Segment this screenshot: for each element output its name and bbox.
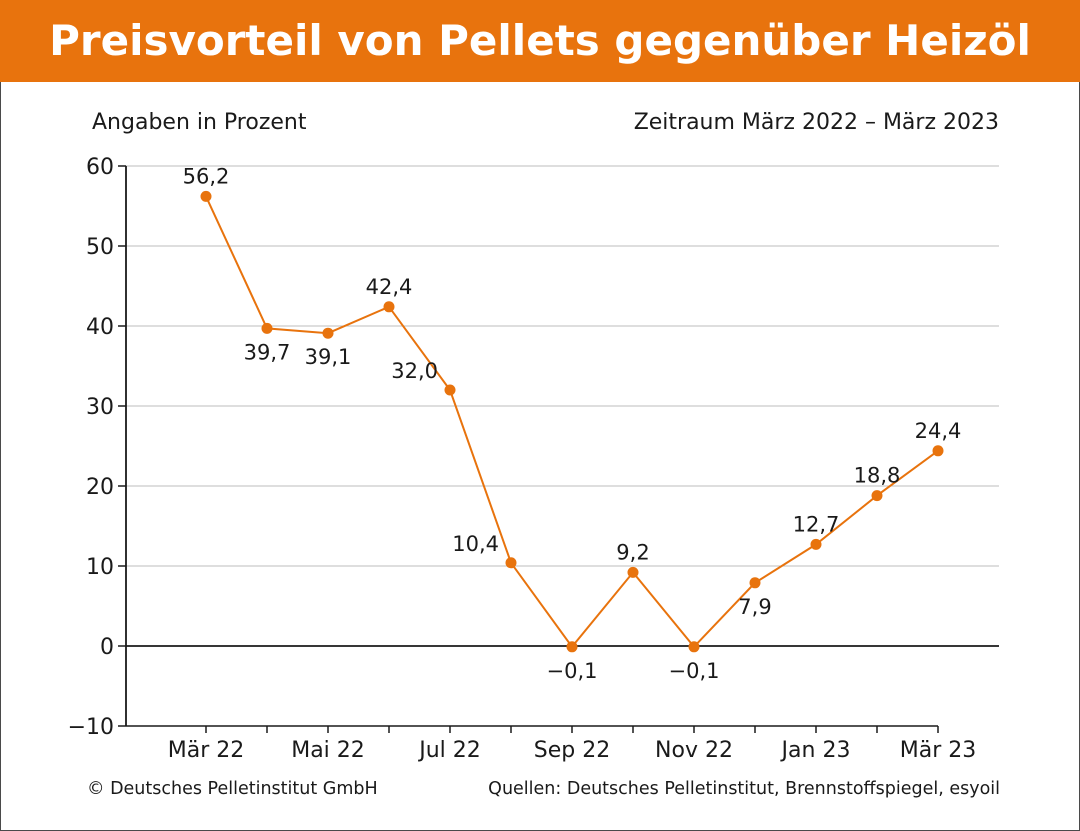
period-label: Zeitraum März 2022 – März 2023 xyxy=(633,110,999,135)
data-point xyxy=(932,445,944,457)
data-label: −0,1 xyxy=(669,659,720,683)
data-point xyxy=(322,327,334,339)
data-label: 12,7 xyxy=(793,512,840,536)
copyright-note: © Deutsches Pelletinstitut GmbH xyxy=(87,779,378,799)
data-label: 32,0 xyxy=(391,359,438,383)
x-tick-label: Mär 23 xyxy=(900,738,977,763)
data-point xyxy=(810,538,822,550)
data-point xyxy=(383,301,395,313)
x-tick-label: Jul 22 xyxy=(417,738,481,763)
y-tick-label: 40 xyxy=(86,315,114,340)
data-label: 24,4 xyxy=(915,419,962,443)
data-point xyxy=(688,641,700,653)
y-tick-label: 0 xyxy=(100,635,114,660)
y-tick-label: 60 xyxy=(86,155,114,180)
x-tick-label: Mai 22 xyxy=(291,738,365,763)
title-bar: Preisvorteil von Pellets gegenüber Heizö… xyxy=(0,0,1080,82)
x-tick-label: Jan 23 xyxy=(780,738,851,763)
data-label: 9,2 xyxy=(616,540,649,564)
x-tick-label: Mär 22 xyxy=(168,738,245,763)
data-point xyxy=(566,641,578,653)
y-tick-label: 20 xyxy=(86,475,114,500)
data-point xyxy=(505,557,517,569)
x-tick-label: Sep 22 xyxy=(534,738,610,763)
data-label: 39,7 xyxy=(244,340,291,364)
data-point xyxy=(749,577,761,589)
y-tick-label: 50 xyxy=(86,235,114,260)
data-point xyxy=(261,322,273,334)
chart-title: Preisvorteil von Pellets gegenüber Heizö… xyxy=(49,16,1031,65)
y-tick-label: 30 xyxy=(86,395,114,420)
data-point xyxy=(871,490,883,502)
y-tick-label: 10 xyxy=(86,555,114,580)
x-tick-label: Nov 22 xyxy=(655,738,733,763)
data-label: 42,4 xyxy=(366,275,413,299)
data-label: −0,1 xyxy=(547,659,598,683)
y-tick-label: −10 xyxy=(68,715,114,740)
data-point xyxy=(627,566,639,578)
data-point xyxy=(200,190,212,202)
series-line xyxy=(205,195,939,649)
data-label: 56,2 xyxy=(183,164,230,188)
data-label: 18,8 xyxy=(854,464,901,488)
data-label: 39,1 xyxy=(305,345,352,369)
data-label: 7,9 xyxy=(738,595,771,619)
source-note: Quellen: Deutsches Pelletinstitut, Brenn… xyxy=(488,779,1000,799)
data-label: 10,4 xyxy=(452,532,499,556)
unit-label: Angaben in Prozent xyxy=(92,110,307,135)
data-point xyxy=(444,384,456,396)
